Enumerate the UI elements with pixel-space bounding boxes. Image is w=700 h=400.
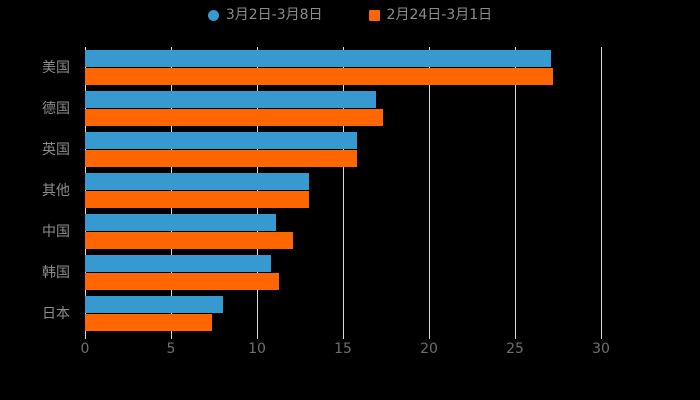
legend-item-series-0[interactable]: 3月2日-3月8日 — [207, 7, 323, 23]
gridline-5 — [171, 47, 172, 334]
x-tick-mark-10 — [257, 334, 258, 339]
bar[interactable] — [85, 255, 271, 272]
x-tick-mark-15 — [343, 334, 344, 339]
y-tick-label-4: 中国 — [42, 223, 70, 240]
y-tick-label-0: 美国 — [42, 59, 70, 76]
bar[interactable] — [85, 50, 552, 67]
bar[interactable] — [85, 296, 223, 313]
x-tick-label-5: 5 — [166, 341, 176, 357]
square-marker-icon — [368, 9, 380, 21]
x-tick-mark-20 — [429, 334, 430, 339]
bar-group-1 — [85, 88, 601, 129]
bar-group-3 — [85, 170, 601, 211]
plot-area — [85, 47, 602, 334]
gridline-20 — [429, 47, 430, 334]
bar[interactable] — [85, 91, 376, 108]
legend-label-series-0: 3月2日-3月8日 — [225, 7, 323, 23]
y-tick-label-6: 日本 — [42, 305, 70, 322]
bar-group-2 — [85, 129, 601, 170]
y-axis: 美国德国英国其他中国韩国日本 — [0, 47, 78, 334]
gridline-10 — [257, 47, 258, 334]
bar[interactable] — [85, 191, 309, 208]
legend-item-series-1[interactable]: 2月24日-3月1日 — [368, 7, 493, 23]
bar[interactable] — [85, 173, 309, 190]
gridline-15 — [343, 47, 344, 334]
y-tick-label-2: 英国 — [42, 141, 70, 158]
bar-group-5 — [85, 252, 601, 293]
x-tick-label-0: 0 — [80, 341, 90, 357]
x-tick-label-25: 25 — [506, 341, 524, 357]
bar-group-6 — [85, 293, 601, 334]
y-tick-label-1: 德国 — [42, 100, 70, 117]
bar[interactable] — [85, 232, 294, 249]
circle-marker-icon — [207, 9, 219, 21]
y-tick-label-5: 韩国 — [42, 264, 70, 281]
x-tick-mark-25 — [515, 334, 516, 339]
bar[interactable] — [85, 68, 553, 85]
x-tick-mark-30 — [601, 334, 602, 339]
bar[interactable] — [85, 150, 357, 167]
x-tick-label-15: 15 — [334, 341, 352, 357]
x-tick-label-30: 30 — [592, 341, 610, 357]
x-tick-mark-5 — [171, 334, 172, 339]
bar[interactable] — [85, 314, 213, 331]
bar-group-4 — [85, 211, 601, 252]
x-tick-label-10: 10 — [248, 341, 266, 357]
x-tick-mark-0 — [85, 334, 86, 339]
gridline-25 — [515, 47, 516, 334]
x-tick-label-20: 20 — [420, 341, 438, 357]
gridline-0 — [85, 47, 86, 334]
legend-label-series-1: 2月24日-3月1日 — [386, 7, 493, 23]
gridline-30 — [601, 47, 602, 334]
bar[interactable] — [85, 132, 357, 149]
bar[interactable] — [85, 109, 383, 126]
bar[interactable] — [85, 273, 280, 290]
x-axis: 0 5 10 15 20 25 30 — [0, 334, 700, 364]
y-tick-label-3: 其他 — [42, 182, 70, 199]
bar[interactable] — [85, 214, 276, 231]
chart-legend: 3月2日-3月8日 2月24日-3月1日 — [0, 8, 700, 22]
bar-group-0 — [85, 47, 601, 88]
